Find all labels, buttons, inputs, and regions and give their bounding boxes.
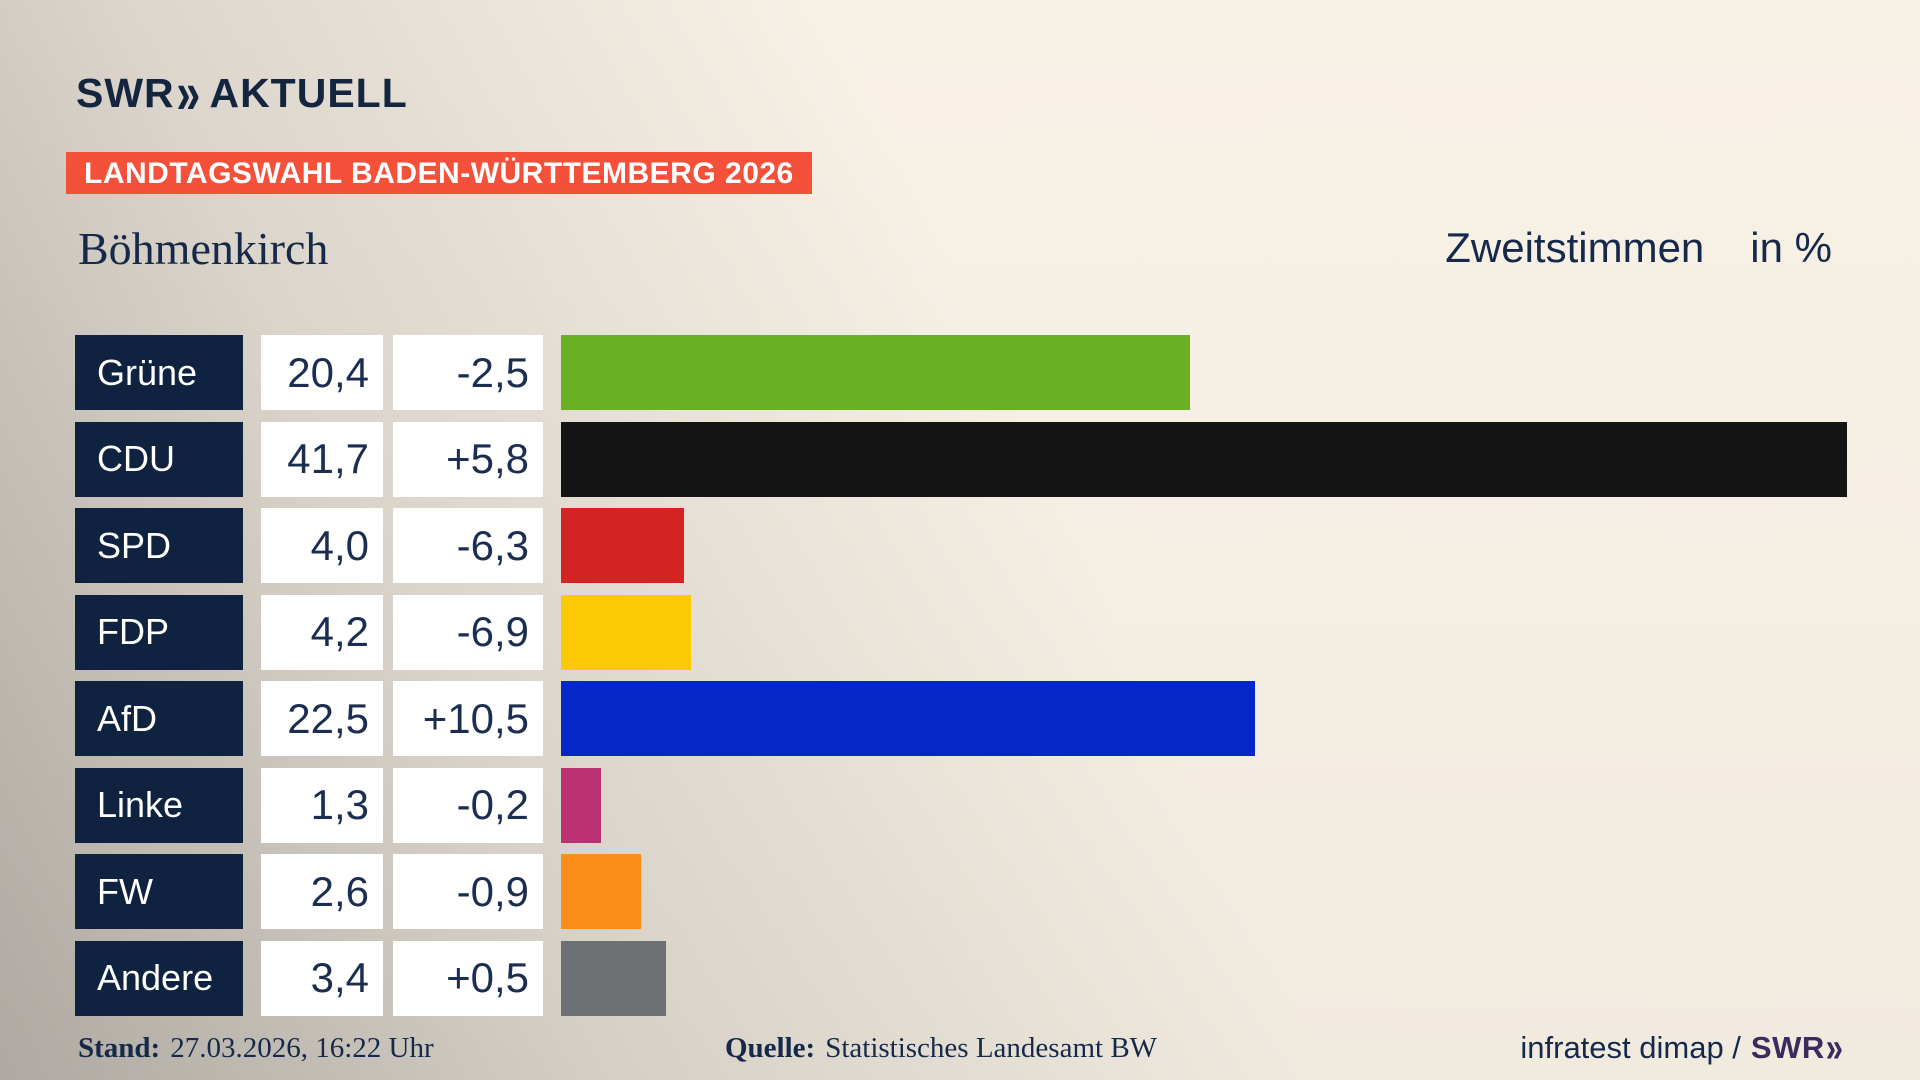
- party-label: SPD: [75, 508, 243, 583]
- change-cell: -6,3: [393, 508, 543, 583]
- bar-track: [561, 594, 1847, 670]
- party-label: CDU: [75, 421, 243, 497]
- result-bar: [561, 681, 1255, 756]
- bar-track: [561, 767, 1847, 843]
- value-cell: 4,2: [261, 594, 383, 670]
- measure-text: Zweitstimmen: [1445, 224, 1705, 271]
- quelle-label: Quelle:: [725, 1032, 816, 1064]
- swr-aktuell-logo: SWR» AKTUELL: [76, 59, 408, 126]
- credit-note: infratest dimap / SWR»: [1520, 1024, 1843, 1071]
- party-label: Grüne: [75, 335, 243, 410]
- table-row: AfD 22,5 +10,5: [75, 681, 1847, 756]
- bar-track: [561, 854, 1847, 929]
- bar-track: [561, 335, 1847, 410]
- table-row: FW 2,6 -0,9: [75, 854, 1847, 929]
- party-label: Andere: [75, 940, 243, 1016]
- election-banner: LANDTAGSWAHL BADEN-WÜRTTEMBERG 2026: [66, 152, 812, 194]
- source-note: Quelle: Statistisches Landesamt BW: [725, 1032, 1157, 1065]
- stand-note: Stand: 27.03.2026, 16:22 Uhr: [78, 1032, 434, 1065]
- stand-value: 27.03.2026, 16:22 Uhr: [170, 1032, 434, 1064]
- party-label: FW: [75, 854, 243, 929]
- table-row: Linke 1,3 -0,2: [75, 767, 1847, 843]
- results-table: Grüne 20,4 -2,5 CDU 41,7 +5,8 SPD 4,0 -6,3 FDP 4,2…: [75, 335, 1847, 1016]
- party-label: Linke: [75, 767, 243, 843]
- stand-label: Stand:: [78, 1032, 161, 1064]
- value-cell: 1,3: [261, 767, 383, 843]
- change-cell: +10,5: [393, 681, 543, 756]
- table-row: Andere 3,4 +0,5: [75, 940, 1847, 1016]
- quelle-value: Statistisches Landesamt BW: [825, 1032, 1158, 1064]
- bar-track: [561, 421, 1847, 497]
- credit-swr-brand: SWR: [1750, 1030, 1825, 1065]
- value-cell: 2,6: [261, 854, 383, 929]
- credit-chevrons-icon: »: [1825, 1023, 1843, 1071]
- bar-track: [561, 940, 1847, 1016]
- credit-text: infratest dimap /: [1520, 1030, 1741, 1065]
- bar-track: [561, 681, 1847, 756]
- municipality-title: Böhmenkirch: [78, 223, 329, 274]
- value-cell: 3,4: [261, 940, 383, 1016]
- change-cell: -2,5: [393, 335, 543, 410]
- table-row: SPD 4,0 -6,3: [75, 508, 1847, 583]
- result-bar: [561, 508, 685, 583]
- change-cell: +0,5: [393, 940, 543, 1016]
- table-row: Grüne 20,4 -2,5: [75, 335, 1847, 410]
- result-bar: [561, 421, 1847, 497]
- value-cell: 41,7: [261, 421, 383, 497]
- footer: Stand: 27.03.2026, 16:22 Uhr Quelle: Stati…: [0, 1024, 1920, 1074]
- value-cell: 22,5: [261, 681, 383, 756]
- table-row: CDU 41,7 +5,8: [75, 421, 1847, 497]
- change-cell: -0,2: [393, 767, 543, 843]
- change-cell: -0,9: [393, 854, 543, 929]
- result-bar: [561, 854, 642, 929]
- unit-text: in %: [1750, 224, 1832, 271]
- result-bar: [561, 594, 691, 670]
- change-cell: -6,9: [393, 594, 543, 670]
- result-bar: [561, 940, 666, 1016]
- party-label: FDP: [75, 594, 243, 670]
- value-cell: 4,0: [261, 508, 383, 583]
- table-row: FDP 4,2 -6,9: [75, 594, 1847, 670]
- logo-product-text: AKTUELL: [209, 70, 408, 116]
- measure-label: Zweitstimmen in %: [1445, 224, 1832, 272]
- chevrons-icon: »: [176, 59, 201, 127]
- logo-swr-text: SWR: [76, 70, 175, 116]
- bar-track: [561, 508, 1847, 583]
- change-cell: +5,8: [393, 421, 543, 497]
- title-row: Böhmenkirch Zweitstimmen in %: [78, 222, 1832, 274]
- value-cell: 20,4: [261, 335, 383, 410]
- result-bar: [561, 767, 602, 843]
- result-bar: [561, 335, 1191, 410]
- party-label: AfD: [75, 681, 243, 756]
